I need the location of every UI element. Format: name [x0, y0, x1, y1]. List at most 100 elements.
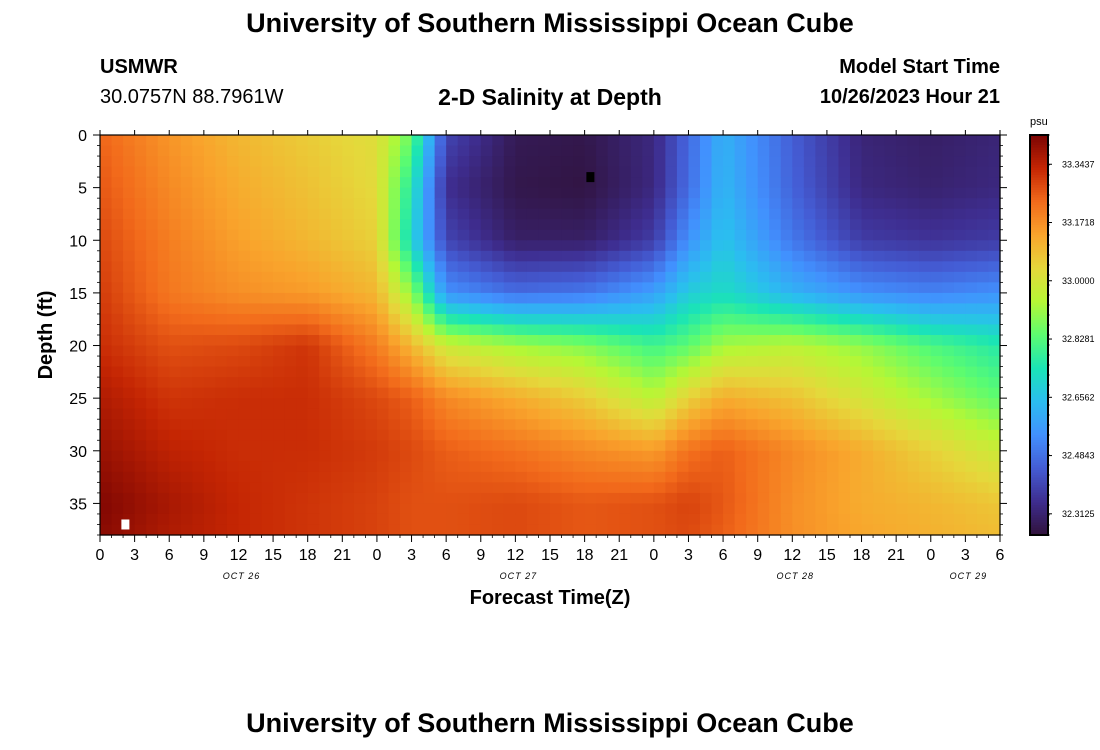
heatmap-cell	[746, 482, 759, 494]
heatmap-cell	[734, 240, 747, 252]
heatmap-cell	[434, 440, 447, 452]
heatmap-cell	[342, 450, 355, 462]
heatmap-cell	[215, 461, 228, 473]
heatmap-cell	[400, 229, 413, 241]
heatmap-cell	[238, 282, 251, 294]
heatmap-cell	[492, 345, 505, 357]
heatmap-cell	[688, 419, 701, 431]
heatmap-cell	[630, 229, 643, 241]
heatmap-cell	[226, 408, 240, 420]
colorbar-swatch	[1030, 365, 1048, 369]
heatmap-cell	[942, 503, 955, 515]
heatmap-cell	[469, 398, 482, 410]
heatmap-cell	[896, 429, 909, 441]
heatmap-cell	[942, 229, 955, 241]
heatmap-cell	[723, 282, 736, 294]
heatmap-cell	[653, 503, 666, 515]
heatmap-cell	[503, 377, 516, 389]
heatmap-cell	[134, 440, 147, 452]
colorbar-tick-label: 32.4843	[1062, 451, 1095, 461]
heatmap-cell	[815, 524, 828, 536]
heatmap-cell	[838, 503, 851, 515]
heatmap-cell	[423, 429, 436, 441]
heatmap-cell	[492, 335, 505, 347]
heatmap-cell	[965, 377, 978, 389]
heatmap-cell	[792, 503, 805, 515]
heatmap-cell	[492, 513, 505, 526]
heatmap-cell	[180, 492, 193, 505]
heatmap-cell	[619, 219, 632, 231]
heatmap-cell	[538, 492, 551, 505]
heatmap-cell	[515, 187, 528, 199]
heatmap-cell	[688, 187, 701, 199]
heatmap-cell	[942, 335, 955, 347]
heatmap-cell	[400, 261, 413, 273]
heatmap-cell	[873, 513, 886, 526]
heatmap-cell	[538, 408, 551, 420]
heatmap-cell	[330, 292, 343, 305]
colorbar-swatch	[1030, 450, 1048, 454]
heatmap-cell	[838, 429, 851, 441]
heatmap-cell	[907, 419, 920, 431]
heatmap-cell	[423, 240, 436, 252]
heatmap-cell	[630, 345, 643, 357]
heatmap-cell	[342, 240, 355, 252]
heatmap-cell	[365, 471, 378, 483]
colorbar-swatch	[1030, 342, 1048, 346]
heatmap-cell	[584, 471, 597, 483]
heatmap-cell	[388, 366, 401, 378]
heatmap-cell	[630, 419, 643, 431]
heatmap-cell	[296, 450, 309, 462]
heatmap-cell	[792, 440, 805, 452]
heatmap-cell	[238, 292, 251, 305]
heatmap-cell	[134, 219, 147, 231]
heatmap-cell	[400, 356, 413, 368]
heatmap-cell	[284, 408, 297, 420]
heatmap-cell	[261, 271, 274, 283]
min-marker	[586, 172, 595, 183]
heatmap-cell	[100, 366, 113, 378]
heatmap-cell	[238, 408, 251, 420]
colorbar-swatch	[1030, 307, 1048, 311]
heatmap-cell	[423, 292, 436, 305]
heatmap-cell	[930, 492, 943, 505]
heatmap-cell	[226, 166, 240, 178]
heatmap-cell	[584, 198, 597, 210]
heatmap-cell	[850, 313, 863, 326]
heatmap-cell	[757, 419, 770, 431]
colorbar-swatch	[1030, 175, 1048, 179]
heatmap-cell	[469, 261, 482, 273]
heatmap-cell	[550, 198, 563, 210]
heatmap-cell	[919, 292, 932, 305]
heatmap-cell	[296, 440, 309, 452]
heatmap-cell	[284, 324, 297, 336]
heatmap-cell	[273, 366, 286, 378]
colorbar-swatch	[1030, 355, 1048, 359]
heatmap-cell	[319, 377, 332, 389]
heatmap-cell	[515, 429, 528, 441]
heatmap-cell	[169, 408, 182, 420]
heatmap-cell	[803, 250, 816, 262]
heatmap-cell	[942, 440, 955, 452]
heatmap-cell	[457, 492, 470, 505]
heatmap-cell	[746, 177, 759, 189]
heatmap-cell	[342, 219, 355, 231]
heatmap-cell	[526, 208, 540, 220]
heatmap-cell	[919, 219, 932, 231]
heatmap-cell	[965, 187, 978, 199]
heatmap-cell	[953, 324, 966, 336]
heatmap-cell	[411, 482, 424, 494]
heatmap-cell	[446, 282, 459, 294]
heatmap-cell	[203, 471, 216, 483]
heatmap-cell	[723, 303, 736, 315]
station-coords: 30.0757N 88.7961W	[100, 86, 284, 108]
heatmap-cell	[307, 198, 320, 210]
heatmap-cell	[146, 524, 159, 536]
heatmap-cell	[192, 366, 205, 378]
heatmap-cell	[388, 398, 401, 410]
heatmap-cell	[365, 366, 378, 378]
heatmap-cell	[988, 198, 1001, 210]
heatmap-cell	[469, 450, 482, 462]
heatmap-cell	[665, 471, 678, 483]
heatmap-cell	[376, 145, 390, 157]
